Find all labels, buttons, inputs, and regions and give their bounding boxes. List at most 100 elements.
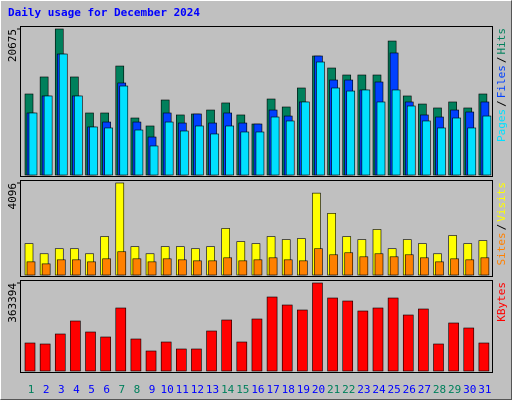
bar [404,254,414,276]
bar [160,341,172,372]
x-tick-label: 26 [403,383,416,396]
bar [391,89,401,176]
bar [342,300,354,372]
bar [433,343,444,372]
bar [104,127,113,176]
panel-frame [20,180,493,277]
x-tick-label: 20 [312,383,325,396]
bar [208,260,217,276]
bar [452,117,461,176]
bar [406,105,416,176]
x-tick-label: 17 [266,383,279,396]
x-tick-label: 11 [176,383,189,396]
bar [100,336,111,372]
bar [221,319,232,372]
bar [54,333,66,372]
bar [85,331,96,372]
y-tick-label: 363394 [6,283,19,323]
bar [115,307,127,372]
x-tick-label: 24 [372,383,386,396]
x-tick-label: 10 [161,383,174,396]
bar [130,338,142,372]
bar [195,125,204,176]
bar [422,120,431,176]
bar [145,350,157,372]
x-tick-label: 2 [43,383,50,396]
bar [180,130,189,176]
bar [176,348,187,372]
x-tick-label: 4 [73,383,80,396]
bar [240,131,250,176]
y-tick-label: 20675 [6,29,19,62]
chart-title: Daily usage for December 2024 [8,6,200,19]
bar [236,341,248,372]
bar [281,304,293,372]
legend: Sites/ Visits [495,182,508,266]
bar [28,112,38,176]
bar [41,263,51,276]
bar [480,257,490,276]
bar [420,257,429,276]
bar [58,53,68,176]
bar [467,127,477,176]
x-tick-label: 27 [418,383,431,396]
bar [253,259,263,276]
x-tick-label: 21 [327,383,340,396]
bar [372,307,384,372]
bar [191,348,202,372]
x-tick-label: 22 [342,383,355,396]
x-tick-label: 18 [282,383,295,396]
bar [316,61,325,176]
bar [346,90,356,176]
x-tick-label: 9 [149,383,156,396]
bar [149,145,159,176]
bar [361,89,371,176]
bar [376,101,386,176]
bar [268,257,278,276]
bar [193,260,202,276]
bar [435,261,444,276]
bar [24,342,36,372]
x-tick-label: 25 [387,383,400,396]
bar [164,121,174,176]
panel-frame [20,26,493,177]
bar [251,318,263,372]
bar [255,131,265,176]
bar [329,254,338,276]
x-tick-label: 30 [463,383,476,396]
bar [374,253,384,276]
legend: Pages/Files/Hits [495,28,508,142]
bar [297,309,308,372]
x-tick-label: 12 [191,383,204,396]
bar [314,248,323,276]
bar [72,259,81,276]
x-tick-label: 3 [58,383,65,396]
x-tick-label: 15 [236,383,249,396]
bar [437,127,446,176]
x-tick-label: 28 [433,383,446,396]
x-tick-label: 31 [478,383,491,396]
x-tick-label: 29 [448,383,461,396]
bar [344,252,354,276]
x-tick-label: 1 [28,383,35,396]
bar [463,327,475,372]
legend-entry: Sites [495,232,508,265]
bar [357,310,369,372]
bar [206,330,217,372]
bar [312,282,323,372]
bar [87,261,96,276]
legend-entry: Pages [495,109,508,142]
legend-separator: / [495,57,508,64]
x-tick-label: 5 [88,383,95,396]
legend: KBytes [495,282,508,322]
bar [327,297,338,372]
legend-entry: Hits [495,28,508,55]
x-tick-label: 16 [251,383,264,396]
x-tick-label: 7 [118,383,125,396]
x-tick-label: 6 [103,383,110,396]
bar [134,129,144,176]
bar [482,115,492,176]
bar [359,256,369,276]
